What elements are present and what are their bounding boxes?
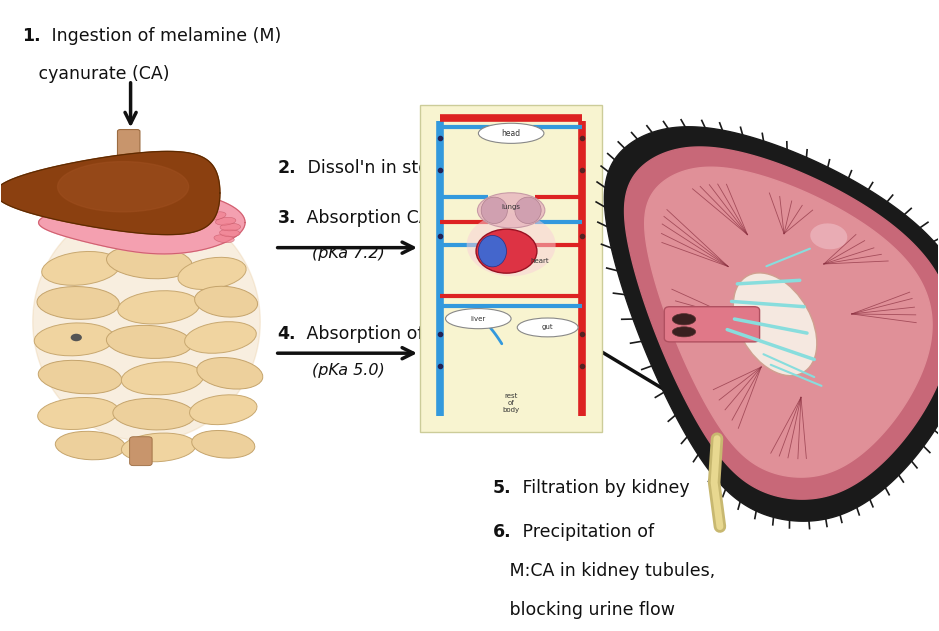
Ellipse shape (733, 273, 817, 375)
Text: (pKa 7.2): (pKa 7.2) (312, 247, 385, 261)
FancyBboxPatch shape (420, 105, 603, 432)
Ellipse shape (37, 286, 119, 319)
Text: rest
of
body: rest of body (502, 394, 519, 413)
Polygon shape (0, 151, 220, 235)
Text: liver: liver (470, 316, 485, 322)
Circle shape (70, 334, 82, 341)
Ellipse shape (121, 362, 204, 395)
Text: Precipitation of: Precipitation of (516, 523, 654, 541)
Ellipse shape (214, 235, 234, 243)
Text: Absorption of M: Absorption of M (301, 326, 444, 343)
Ellipse shape (41, 252, 120, 285)
Ellipse shape (117, 291, 200, 324)
Text: Ingestion of melamine (M): Ingestion of melamine (M) (46, 27, 281, 45)
Text: 6.: 6. (493, 523, 512, 541)
Polygon shape (38, 191, 245, 254)
Ellipse shape (476, 229, 537, 273)
Ellipse shape (192, 207, 211, 216)
Ellipse shape (477, 192, 545, 228)
Ellipse shape (34, 323, 115, 356)
Polygon shape (57, 162, 189, 212)
Text: head: head (501, 129, 521, 138)
Ellipse shape (215, 217, 236, 225)
Polygon shape (624, 147, 939, 499)
Text: 2.: 2. (278, 159, 296, 177)
Ellipse shape (220, 229, 240, 237)
Ellipse shape (220, 223, 240, 231)
Ellipse shape (478, 123, 544, 143)
Ellipse shape (106, 245, 192, 279)
Ellipse shape (192, 430, 254, 458)
Text: 5.: 5. (493, 480, 512, 497)
Text: 3.: 3. (278, 209, 296, 227)
Text: 4.: 4. (278, 326, 296, 343)
Ellipse shape (185, 322, 256, 353)
Ellipse shape (190, 395, 257, 425)
Text: blocking urine flow: blocking urine flow (493, 601, 675, 618)
Text: lungs: lungs (501, 204, 520, 210)
Ellipse shape (445, 309, 511, 329)
Ellipse shape (197, 358, 263, 389)
Text: Dissol'n in stomach acid: Dissol'n in stomach acid (301, 159, 518, 177)
FancyBboxPatch shape (664, 307, 760, 342)
Text: heart: heart (530, 257, 548, 264)
Ellipse shape (106, 326, 192, 358)
Text: 1.: 1. (22, 27, 40, 45)
Ellipse shape (194, 286, 257, 317)
Ellipse shape (121, 433, 196, 462)
Ellipse shape (481, 197, 507, 223)
Ellipse shape (113, 398, 195, 430)
Ellipse shape (672, 314, 696, 325)
Ellipse shape (467, 213, 556, 276)
FancyBboxPatch shape (117, 129, 140, 163)
Ellipse shape (206, 212, 226, 220)
Polygon shape (33, 203, 260, 441)
Ellipse shape (672, 327, 696, 337)
Text: cyanurate (CA): cyanurate (CA) (22, 64, 169, 83)
Text: gut: gut (542, 324, 553, 331)
Ellipse shape (156, 201, 174, 211)
Ellipse shape (176, 203, 193, 213)
Polygon shape (645, 167, 932, 477)
Ellipse shape (515, 197, 541, 223)
Ellipse shape (517, 318, 578, 337)
Ellipse shape (38, 360, 122, 394)
Text: Absorption CA: Absorption CA (301, 209, 431, 227)
Ellipse shape (55, 432, 125, 460)
FancyBboxPatch shape (130, 437, 152, 466)
Text: (pKa 5.0): (pKa 5.0) (312, 363, 385, 378)
Ellipse shape (177, 257, 246, 290)
Ellipse shape (478, 235, 506, 267)
Text: M:CA in kidney tubules,: M:CA in kidney tubules, (493, 562, 716, 580)
Polygon shape (605, 127, 939, 521)
Text: Filtration by kidney: Filtration by kidney (516, 480, 689, 497)
Ellipse shape (38, 398, 118, 430)
Ellipse shape (810, 223, 847, 249)
